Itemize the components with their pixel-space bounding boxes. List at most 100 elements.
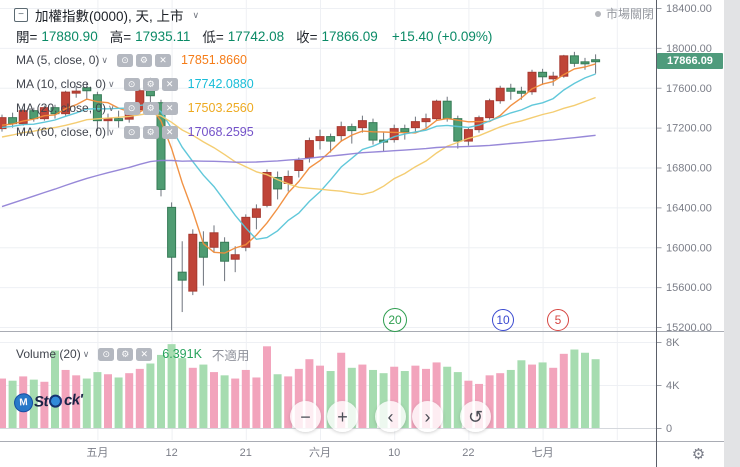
chevron-down-icon[interactable]: ∨ [82,348,90,359]
ma-line-60 [1,134,596,208]
reset-icon: ↺ [467,406,484,427]
scroll-left-button[interactable]: ‹ [375,401,406,432]
svg-text:15200.00: 15200.00 [666,322,712,334]
gear-icon[interactable]: ⚙ [117,347,134,361]
gear-icon[interactable]: ⚙ [142,125,159,139]
close-icon[interactable]: ✕ [161,125,178,139]
low-label: 低= [202,30,224,45]
close-value: 17866.09 [321,28,378,44]
svg-text:4K: 4K [666,380,680,392]
svg-text:12: 12 [165,447,177,459]
market-status-dot-icon [594,10,601,17]
close-icon[interactable]: ✕ [136,347,153,361]
close-icon[interactable]: ✕ [161,77,178,91]
ma10-legend-row: MA (10, close, 0) ∨ ⊙ ⚙ ✕ 17742.0880 [16,75,254,93]
pane-separators [0,0,724,467]
svg-text:8K: 8K [666,337,680,349]
close-icon[interactable]: ✕ [161,101,178,115]
collapse-icon[interactable]: − [14,8,28,22]
svg-text:10: 10 [388,447,400,459]
minus-icon: − [300,406,311,427]
market-status-label: 市場關閉 [605,7,654,21]
ma-line-20 [1,96,596,196]
market-status: 市場關閉 [594,5,654,22]
chevron-down-icon[interactable]: ∨ [101,54,108,65]
volume-legend-row: Volume (20) ∨ ⊙ ⚙ ✕ 6.391K 不適用 [16,345,249,363]
axis-labels[interactable]: 18400.00 18000.00 17600.00 17200.00 16800.00… [86,3,711,459]
scrollbar-strip[interactable] [724,0,740,467]
ma5-legend-row: MA (5, close, 0) ∨ ⊙ ⚙ ✕ 17851.8660 [16,51,247,69]
gear-icon[interactable]: ⚙ [135,53,152,67]
ma-line-5 [1,63,596,254]
ma20-legend-row: MA (20, close, 0) ∨ ⊙ ⚙ ✕ 17503.2560 [16,99,254,117]
chevron-down-icon[interactable]: ∨ [108,126,115,137]
svg-text:18000.00: 18000.00 [666,43,712,55]
candles [0,51,601,331]
open-label: 開= [16,30,38,45]
svg-text:17200.00: 17200.00 [666,123,712,135]
ma60-value: 17068.2595 [187,125,254,139]
watermark-text-2: ck' [63,391,84,410]
zoom-in-button[interactable]: + [327,401,358,432]
period-circle-5[interactable]: 5 [547,309,569,331]
close-label: 收= [296,30,318,45]
low-value: 17742.08 [227,28,285,44]
reset-view-button[interactable]: ↺ [460,401,491,432]
volume-na-label: 不適用 [211,348,250,363]
high-label: 高= [109,30,132,45]
ma60-title[interactable]: MA (60, close, 0) [16,125,107,139]
symbol-title[interactable]: 加權指數(0000), 天, 上市 [35,9,184,24]
svg-text:0: 0 [666,423,672,435]
axis-settings-button[interactable]: ⚙ [676,442,721,466]
change-value: +15.40 (+0.09%) [391,28,493,44]
ma20-title[interactable]: MA (20, close, 0) [16,101,107,115]
chevron-down-icon[interactable]: ∨ [108,102,115,113]
eye-icon[interactable]: ⊙ [123,101,140,115]
svg-text:18400.00: 18400.00 [666,3,712,15]
svg-text:16800.00: 16800.00 [666,163,712,175]
high-value: 17935.11 [135,28,191,44]
volume-value: 6.391K [162,347,202,361]
ma-line-10 [1,73,596,241]
ma60-legend-row: MA (60, close, 0) ∨ ⊙ ⚙ ✕ 17068.2595 [16,123,254,141]
eye-icon[interactable]: ⊙ [123,77,140,91]
chevron-left-icon: ‹ [387,406,394,427]
volume-title[interactable]: Volume (20) [16,347,81,361]
svg-text:六月: 六月 [309,446,331,459]
chart-header: − 加權指數(0000), 天, 上市 ∨ [14,5,199,25]
ma5-title[interactable]: MA (5, close, 0) [16,53,100,67]
svg-text:22: 22 [462,447,474,459]
svg-text:五月: 五月 [86,447,108,459]
eye-icon[interactable]: ⊙ [98,347,115,361]
gear-icon[interactable]: ⚙ [142,101,159,115]
svg-text:17600.00: 17600.00 [666,83,712,95]
eye-icon[interactable]: ⊙ [123,125,140,139]
period-circle-10[interactable]: 10 [492,309,514,331]
plus-icon: + [337,406,348,427]
gear-icon: ⚙ [691,446,706,463]
eye-icon[interactable]: ⊙ [116,53,133,67]
svg-text:16400.00: 16400.00 [666,202,712,214]
chevron-down-icon[interactable]: ∨ [192,9,200,20]
ma10-value: 17742.0880 [187,77,254,91]
ohlc-row: 開= 17880.90 高= 17935.11 低= 17742.08 收= 17866… [16,26,492,46]
close-icon[interactable]: ✕ [154,53,171,67]
scroll-right-button[interactable]: › [412,401,443,432]
last-price-tag: 17866.09 [657,53,723,69]
svg-text:16000.00: 16000.00 [666,242,712,254]
chevron-right-icon: › [424,406,431,427]
watermark-logo: M St ck' [13,390,84,413]
period-circle-20[interactable]: 20 [383,308,407,332]
ma-lines [1,63,596,254]
watermark-o-icon [48,394,63,408]
watermark-badge: M [13,392,34,413]
svg-text:七月: 七月 [532,446,554,459]
gear-icon[interactable]: ⚙ [142,77,159,91]
volume-bars [0,344,600,428]
ma10-title[interactable]: MA (10, close, 0) [16,77,107,91]
zoom-out-button[interactable]: − [290,401,321,432]
ma20-value: 17503.2560 [187,101,254,115]
chevron-down-icon[interactable]: ∨ [108,78,115,89]
